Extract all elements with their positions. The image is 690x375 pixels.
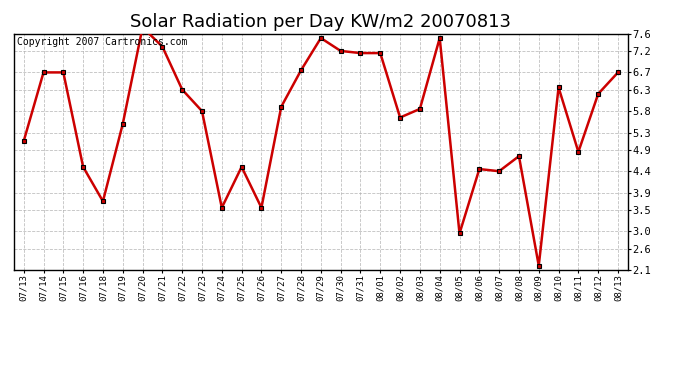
Text: Copyright 2007 Cartronics.com: Copyright 2007 Cartronics.com bbox=[17, 37, 187, 47]
Title: Solar Radiation per Day KW/m2 20070813: Solar Radiation per Day KW/m2 20070813 bbox=[130, 13, 511, 31]
